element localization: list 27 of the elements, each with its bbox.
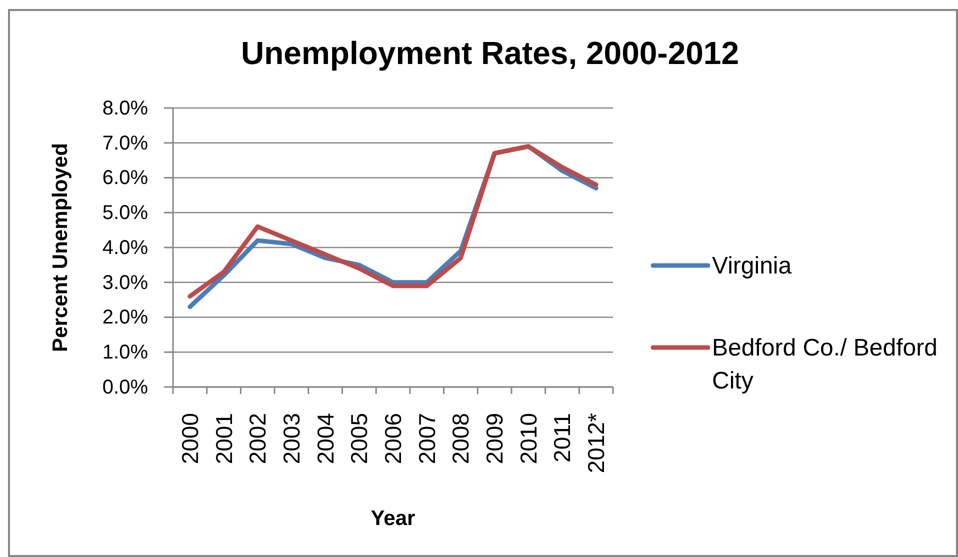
x-tick-label: 2003 bbox=[278, 413, 304, 464]
y-axis-title: Percent Unemployed bbox=[49, 143, 72, 352]
y-tick-label: 7.0% bbox=[102, 132, 148, 154]
legend-label: Bedford Co./ Bedford City bbox=[712, 334, 938, 394]
x-tick-label: 2008 bbox=[448, 413, 474, 464]
y-tick-label: 4.0% bbox=[102, 236, 148, 259]
x-tick-label: 2002 bbox=[244, 413, 271, 464]
x-tick-label: 2009 bbox=[482, 413, 508, 464]
y-tick-label: 5.0% bbox=[102, 202, 148, 224]
y-tick-label: 0.0% bbox=[102, 376, 148, 398]
y-tick-label: 8.0% bbox=[102, 97, 148, 120]
x-tick-label: 2011 bbox=[549, 413, 576, 462]
x-tick-label: 2000 bbox=[176, 413, 203, 464]
x-axis-title: Year bbox=[370, 507, 416, 530]
y-tick-label: 2.0% bbox=[102, 306, 148, 329]
y-tick-label: 3.0% bbox=[102, 272, 148, 294]
x-tick-label: 2006 bbox=[380, 413, 406, 464]
x-tick-label: 2001 bbox=[210, 413, 237, 464]
x-tick-label: 2007 bbox=[414, 413, 440, 464]
chart-title: Unemployment Rates, 2000-2012 bbox=[241, 35, 739, 71]
y-tick-label: 6.0% bbox=[102, 167, 148, 190]
x-tick-label: 2004 bbox=[312, 412, 338, 464]
x-tick-label: 2012* bbox=[583, 412, 610, 474]
y-tick-label: 1.0% bbox=[102, 342, 148, 364]
legend-label: Virginia bbox=[712, 252, 792, 280]
x-tick-label: 2005 bbox=[346, 413, 372, 464]
x-tick-label: 2010 bbox=[515, 413, 542, 464]
